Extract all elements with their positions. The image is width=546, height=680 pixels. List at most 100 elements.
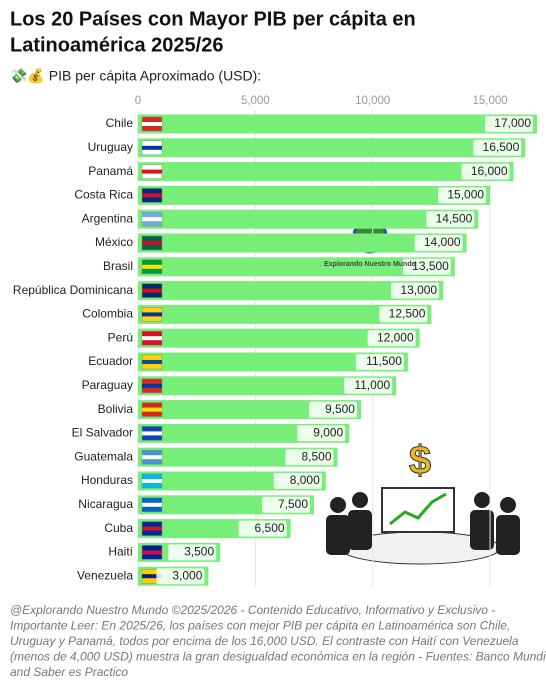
value-label-box	[156, 568, 205, 585]
value-label: 14,000	[424, 235, 461, 249]
value-label: 12,500	[389, 307, 426, 321]
value-label: 9,000	[313, 426, 343, 440]
y-tick-label: Perú	[108, 330, 133, 344]
caption: (menos de 4,000 USD) muestra la gran des…	[10, 650, 546, 664]
bar	[138, 352, 408, 372]
value-label-box	[379, 306, 428, 323]
flag-stripe	[142, 122, 162, 126]
flag-stripe	[142, 526, 162, 531]
flag-stripe	[142, 431, 162, 436]
value-label-box	[285, 449, 334, 466]
watermark: Explorando Nuestro Mundo	[324, 261, 416, 268]
value-label-box	[367, 330, 416, 347]
flag-stripe	[142, 455, 162, 460]
flag-stripe	[142, 241, 162, 245]
y-tick-label: Guatemala	[74, 449, 133, 463]
value-label: 6,500	[255, 521, 285, 535]
x-tick-label: 10,000	[355, 95, 390, 107]
y-tick-label: Haití	[108, 545, 133, 559]
value-label-box	[438, 187, 487, 204]
caption: Importante Leer: En 2025/26, los países …	[10, 619, 510, 633]
value-label: 16,000	[471, 164, 508, 178]
flag-stripe	[142, 145, 162, 150]
bar	[138, 281, 444, 301]
bar	[138, 209, 479, 229]
bar	[138, 304, 432, 324]
value-label: 17,000	[494, 116, 531, 130]
value-label-box	[485, 116, 533, 132]
flag-stripe	[142, 502, 162, 507]
y-tick-label: Panamá	[88, 164, 133, 178]
bar	[138, 185, 491, 205]
y-tick-label: El Salvador	[72, 426, 133, 440]
value-label: 16,500	[483, 140, 520, 154]
y-tick-label: Uruguay	[88, 140, 133, 154]
bar	[138, 138, 526, 158]
value-label-box	[355, 354, 404, 370]
y-tick-label: República Dominicana	[13, 283, 133, 297]
flag-stripe	[142, 312, 162, 317]
value-label-box	[238, 520, 287, 537]
bar	[138, 328, 420, 348]
flag-stripe	[142, 169, 162, 174]
caption: @Explorando Nuestro Mundo ©2025/2026 - C…	[10, 603, 495, 617]
y-tick-label: Paraguay	[82, 378, 133, 392]
value-label-box	[402, 258, 451, 275]
value-label-box	[344, 377, 393, 394]
value-label: 8,500	[301, 449, 331, 463]
value-label-box	[262, 496, 311, 513]
flag-stripe	[142, 336, 162, 341]
y-tick-label: Nicaragua	[78, 497, 133, 511]
value-label: 13,500	[412, 259, 449, 273]
y-tick-label: Colombia	[82, 307, 133, 321]
flag-stripe	[142, 550, 162, 555]
y-tick-label: Venezuela	[77, 568, 133, 582]
bar	[138, 400, 361, 420]
bar	[138, 423, 350, 443]
bar	[138, 257, 455, 277]
value-label: 13,000	[400, 283, 437, 297]
caption: Uruguay y Panamá, todos por encima de lo…	[10, 634, 519, 648]
chart-title: Latinoamérica 2025/26	[10, 34, 223, 56]
value-label: 3,000	[172, 568, 202, 582]
dollar-sign: $	[409, 439, 431, 483]
y-tick-label: Ecuador	[88, 354, 133, 368]
value-label: 8,000	[290, 473, 320, 487]
value-label-box	[168, 544, 217, 561]
caption: and Saber es Practico	[10, 665, 128, 679]
value-label-box	[426, 211, 475, 228]
value-label-box	[473, 139, 522, 156]
value-label-box	[461, 163, 510, 180]
flag-stripe	[142, 574, 162, 579]
value-label: 7,500	[278, 497, 308, 511]
value-label: 11,500	[366, 354, 402, 368]
flag-stripe	[142, 217, 162, 222]
flag-stripe	[142, 479, 162, 483]
value-label-box	[391, 282, 440, 299]
flag-stripe	[142, 383, 162, 388]
value-label: 3,500	[184, 545, 214, 559]
x-tick-label: 15,000	[472, 95, 507, 107]
value-label-box	[414, 235, 463, 251]
bar	[138, 233, 467, 253]
flag-stripe	[142, 360, 162, 364]
value-label: 15,000	[447, 188, 484, 202]
value-label-box	[297, 425, 346, 442]
flag-stripe	[142, 193, 162, 198]
value-label: 11,000	[354, 378, 390, 392]
y-tick-label: Argentina	[82, 211, 134, 225]
y-tick-label: Cuba	[104, 521, 133, 535]
flag-stripe	[142, 407, 162, 412]
flag-stripe	[142, 264, 162, 269]
value-label: 12,000	[377, 330, 414, 344]
value-label: 14,500	[436, 211, 473, 225]
y-tick-label: México	[95, 235, 133, 249]
y-tick-label: Chile	[106, 116, 134, 130]
y-tick-label: Bolivia	[98, 402, 134, 416]
y-tick-label: Brasil	[103, 259, 133, 273]
value-label-box	[308, 401, 357, 418]
value-label: 9,500	[325, 402, 355, 416]
y-tick-label: Honduras	[81, 473, 133, 487]
bar	[138, 376, 397, 396]
